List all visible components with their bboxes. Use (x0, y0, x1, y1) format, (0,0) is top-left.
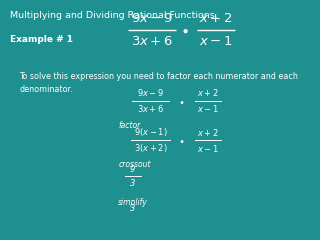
Text: $x-1$: $x-1$ (197, 103, 219, 114)
Text: $9x-9$: $9x-9$ (131, 12, 173, 25)
Text: 9: 9 (130, 165, 135, 174)
Text: $\bullet$: $\bullet$ (180, 23, 188, 37)
Text: $9(x-1)$: $9(x-1)$ (133, 126, 167, 138)
Text: $\bullet$: $\bullet$ (178, 96, 184, 106)
Text: $x+2$: $x+2$ (197, 127, 219, 138)
Text: crossout: crossout (118, 160, 151, 168)
Text: $\bullet$: $\bullet$ (178, 135, 184, 145)
Text: $9x-9$: $9x-9$ (137, 87, 164, 98)
Text: $3x+6$: $3x+6$ (137, 103, 164, 114)
Text: $3x+6$: $3x+6$ (131, 35, 173, 48)
Text: simplify: simplify (118, 198, 148, 207)
Text: $x-1$: $x-1$ (199, 35, 233, 48)
Text: $x-1$: $x-1$ (197, 143, 219, 154)
Text: factor: factor (118, 121, 141, 130)
Text: $x+2$: $x+2$ (199, 12, 233, 25)
Text: Example # 1: Example # 1 (10, 35, 73, 44)
Text: To solve this expression you need to factor each numerator and each
denominator.: To solve this expression you need to fac… (19, 72, 298, 94)
Text: 3: 3 (130, 179, 135, 188)
Text: $3(x+2)$: $3(x+2)$ (133, 142, 167, 154)
Text: Multiplying and Dividing Rational Functions.: Multiplying and Dividing Rational Functi… (10, 11, 217, 20)
Text: 3: 3 (130, 204, 135, 213)
Text: $x+2$: $x+2$ (197, 87, 219, 98)
